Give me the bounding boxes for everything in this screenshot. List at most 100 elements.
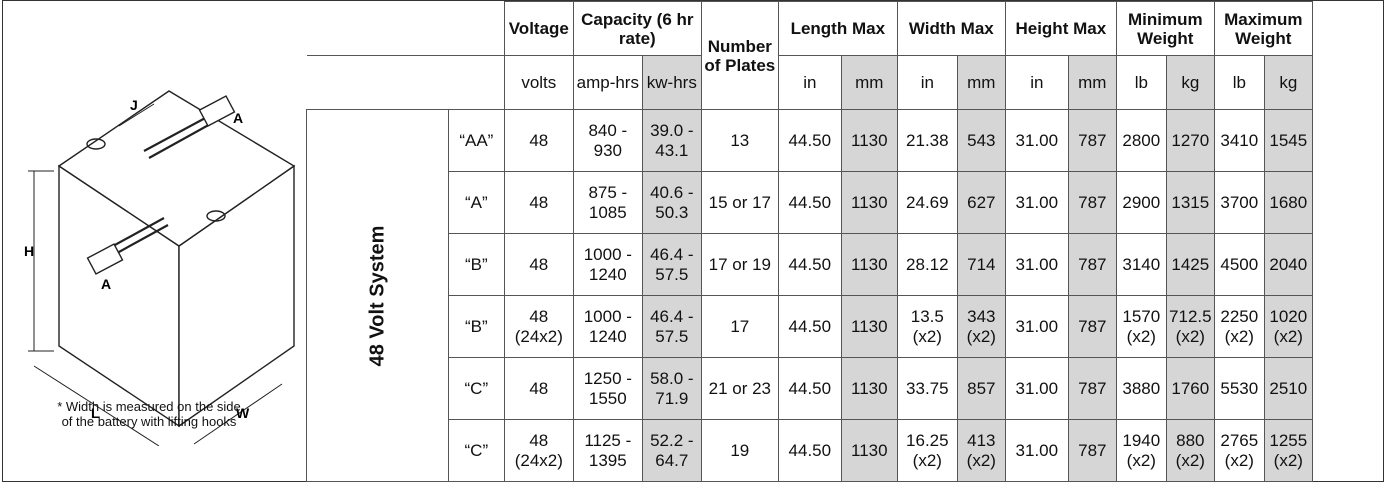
- battery-spec-table: Voltage Capacity (6 hr rate) Number of P…: [306, 1, 1313, 482]
- cell-kw: 58.0 - 71.9: [641, 357, 702, 420]
- cell-plates: 15 or 17: [700, 171, 779, 234]
- cell-kw: 40.6 - 50.3: [641, 171, 702, 234]
- table-row: 48 Volt System “AA” 48 840 - 930 39.0 - 43.1…: [306, 109, 1313, 482]
- unit-cell: mm: [956, 55, 1006, 110]
- cell-wid-mm: 627: [956, 171, 1006, 234]
- cell-wid-mm: 857: [956, 357, 1006, 420]
- cell-min-kg: 880 (x2): [1165, 419, 1215, 482]
- cell-max-lb: 3410: [1213, 109, 1265, 172]
- unit-cell: lb: [1115, 55, 1167, 110]
- unit-cell: mm: [840, 55, 898, 110]
- header-voltage: Voltage: [503, 1, 574, 56]
- cell-cls: “C”: [447, 357, 505, 420]
- cell-max-lb: 3700: [1213, 171, 1265, 234]
- cell-kw: 46.4 - 57.5: [641, 233, 702, 296]
- cell-min-kg: 1425: [1165, 233, 1215, 296]
- header-row: Voltage Capacity (6 hr rate) Number of P…: [306, 1, 1313, 110]
- cell-max-kg: 2510: [1263, 357, 1313, 420]
- cell-kw: 52.2 - 64.7: [641, 419, 702, 482]
- cell-len-in: 44.50: [777, 171, 842, 234]
- unit-cell: volts: [503, 55, 574, 110]
- cell-plates: 17 or 19: [700, 233, 779, 296]
- cell-plates: 17: [700, 295, 779, 358]
- cell-wid-in: 28.12: [896, 233, 958, 296]
- cell-min-kg: 1270: [1165, 109, 1215, 172]
- cell-cls: “C”: [447, 419, 505, 482]
- cell-hgt-mm: 787: [1067, 109, 1117, 172]
- unit-cell: kg: [1165, 55, 1215, 110]
- cell-amp: 1250 - 1550: [572, 357, 643, 420]
- cell-min-kg: 1760: [1165, 357, 1215, 420]
- cell-hgt-in: 31.00: [1004, 109, 1069, 172]
- label-a-bottom: A: [101, 276, 111, 292]
- cell-plates: 19: [700, 419, 779, 482]
- label-h: H: [24, 243, 34, 259]
- cell-cls: “A”: [447, 171, 505, 234]
- cell-hgt-mm: 787: [1067, 295, 1117, 358]
- unit-cell: kg: [1263, 55, 1313, 110]
- cell-volts: 48: [503, 171, 574, 234]
- unit-cell: amp-hrs: [572, 55, 643, 110]
- cell-cls: “AA”: [447, 109, 505, 172]
- cell-wid-in: 21.38: [896, 109, 958, 172]
- header-max-weight: Maximum Weight: [1213, 1, 1313, 56]
- cell-hgt-in: 31.00: [1004, 171, 1069, 234]
- cell-wid-mm: 714: [956, 233, 1006, 296]
- cell-wid-mm: 543: [956, 109, 1006, 172]
- cell-max-kg: 2040: [1263, 233, 1313, 296]
- units-blank: [306, 55, 505, 110]
- cell-plates: 21 or 23: [700, 357, 779, 420]
- cell-min-lb: 2800: [1115, 109, 1167, 172]
- cell-hgt-mm: 787: [1067, 171, 1117, 234]
- unit-cell: in: [1004, 55, 1069, 110]
- cell-hgt-in: 31.00: [1004, 295, 1069, 358]
- header-capacity: Capacity (6 hr rate): [572, 1, 702, 56]
- width-footnote: * Width is measured on the side of the b…: [4, 399, 294, 429]
- cell-wid-mm: 343 (x2): [956, 295, 1006, 358]
- cell-len-in: 44.50: [777, 357, 842, 420]
- cell-len-mm: 1130: [840, 109, 898, 172]
- battery-drawing: A J H A L W: [24, 90, 296, 447]
- cell-len-mm: 1130: [840, 357, 898, 420]
- table-row: “C” 48 (24x2) 1125 - 1395 52.2 - 64.7 19 44.5…: [307, 419, 1313, 482]
- cell-max-lb: 2765 (x2): [1213, 419, 1265, 482]
- cell-volts: 48 (24x2): [503, 419, 574, 482]
- cell-volts: 48 (24x2): [503, 295, 574, 358]
- cell-wid-in: 33.75: [896, 357, 958, 420]
- cell-min-lb: 3880: [1115, 357, 1167, 420]
- cell-hgt-mm: 787: [1067, 233, 1117, 296]
- cell-max-kg: 1545: [1263, 109, 1313, 172]
- unit-cell: in: [896, 55, 958, 110]
- cell-max-lb: 4500: [1213, 233, 1265, 296]
- header-blank: [306, 1, 505, 56]
- cell-min-lb: 1940 (x2): [1115, 419, 1167, 482]
- header-plates: Number of Plates: [700, 1, 779, 110]
- table-row: “B” 48 1000 - 1240 46.4 - 57.5 17 or 19 44.50…: [307, 233, 1313, 296]
- cell-hgt-in: 31.00: [1004, 357, 1069, 420]
- cell-min-kg: 712.5 (x2): [1165, 295, 1215, 358]
- cell-min-lb: 3140: [1115, 233, 1167, 296]
- cell-min-lb: 1570 (x2): [1115, 295, 1167, 358]
- footnote-line-2: of the battery with lifting hooks: [61, 414, 237, 429]
- cell-wid-in: 16.25 (x2): [896, 419, 958, 482]
- cell-kw: 39.0 - 43.1: [641, 109, 702, 172]
- header-height: Height Max: [1004, 1, 1117, 56]
- unit-cell: kw-hrs: [641, 55, 702, 110]
- cell-min-lb: 2900: [1115, 171, 1167, 234]
- cell-len-mm: 1130: [840, 419, 898, 482]
- cell-len-in: 44.50: [777, 233, 842, 296]
- label-j: J: [130, 97, 138, 113]
- cell-wid-in: 24.69: [896, 171, 958, 234]
- table-row: “C” 48 1250 - 1550 58.0 - 71.9 21 or 23 44.50…: [307, 357, 1313, 420]
- header-length: Length Max: [777, 1, 898, 56]
- label-w: W: [236, 405, 250, 421]
- header-width: Width Max: [896, 1, 1006, 56]
- cell-len-mm: 1130: [840, 171, 898, 234]
- label-a-top: A: [233, 110, 243, 126]
- cell-hgt-mm: 787: [1067, 419, 1117, 482]
- cell-max-lb: 5530: [1213, 357, 1265, 420]
- units-row: volts amp-hrs kw-hrs in mm in mm in mm l…: [306, 55, 1313, 110]
- cell-len-in: 44.50: [777, 295, 842, 358]
- cell-hgt-in: 31.00: [1004, 233, 1069, 296]
- cell-len-in: 44.50: [777, 109, 842, 172]
